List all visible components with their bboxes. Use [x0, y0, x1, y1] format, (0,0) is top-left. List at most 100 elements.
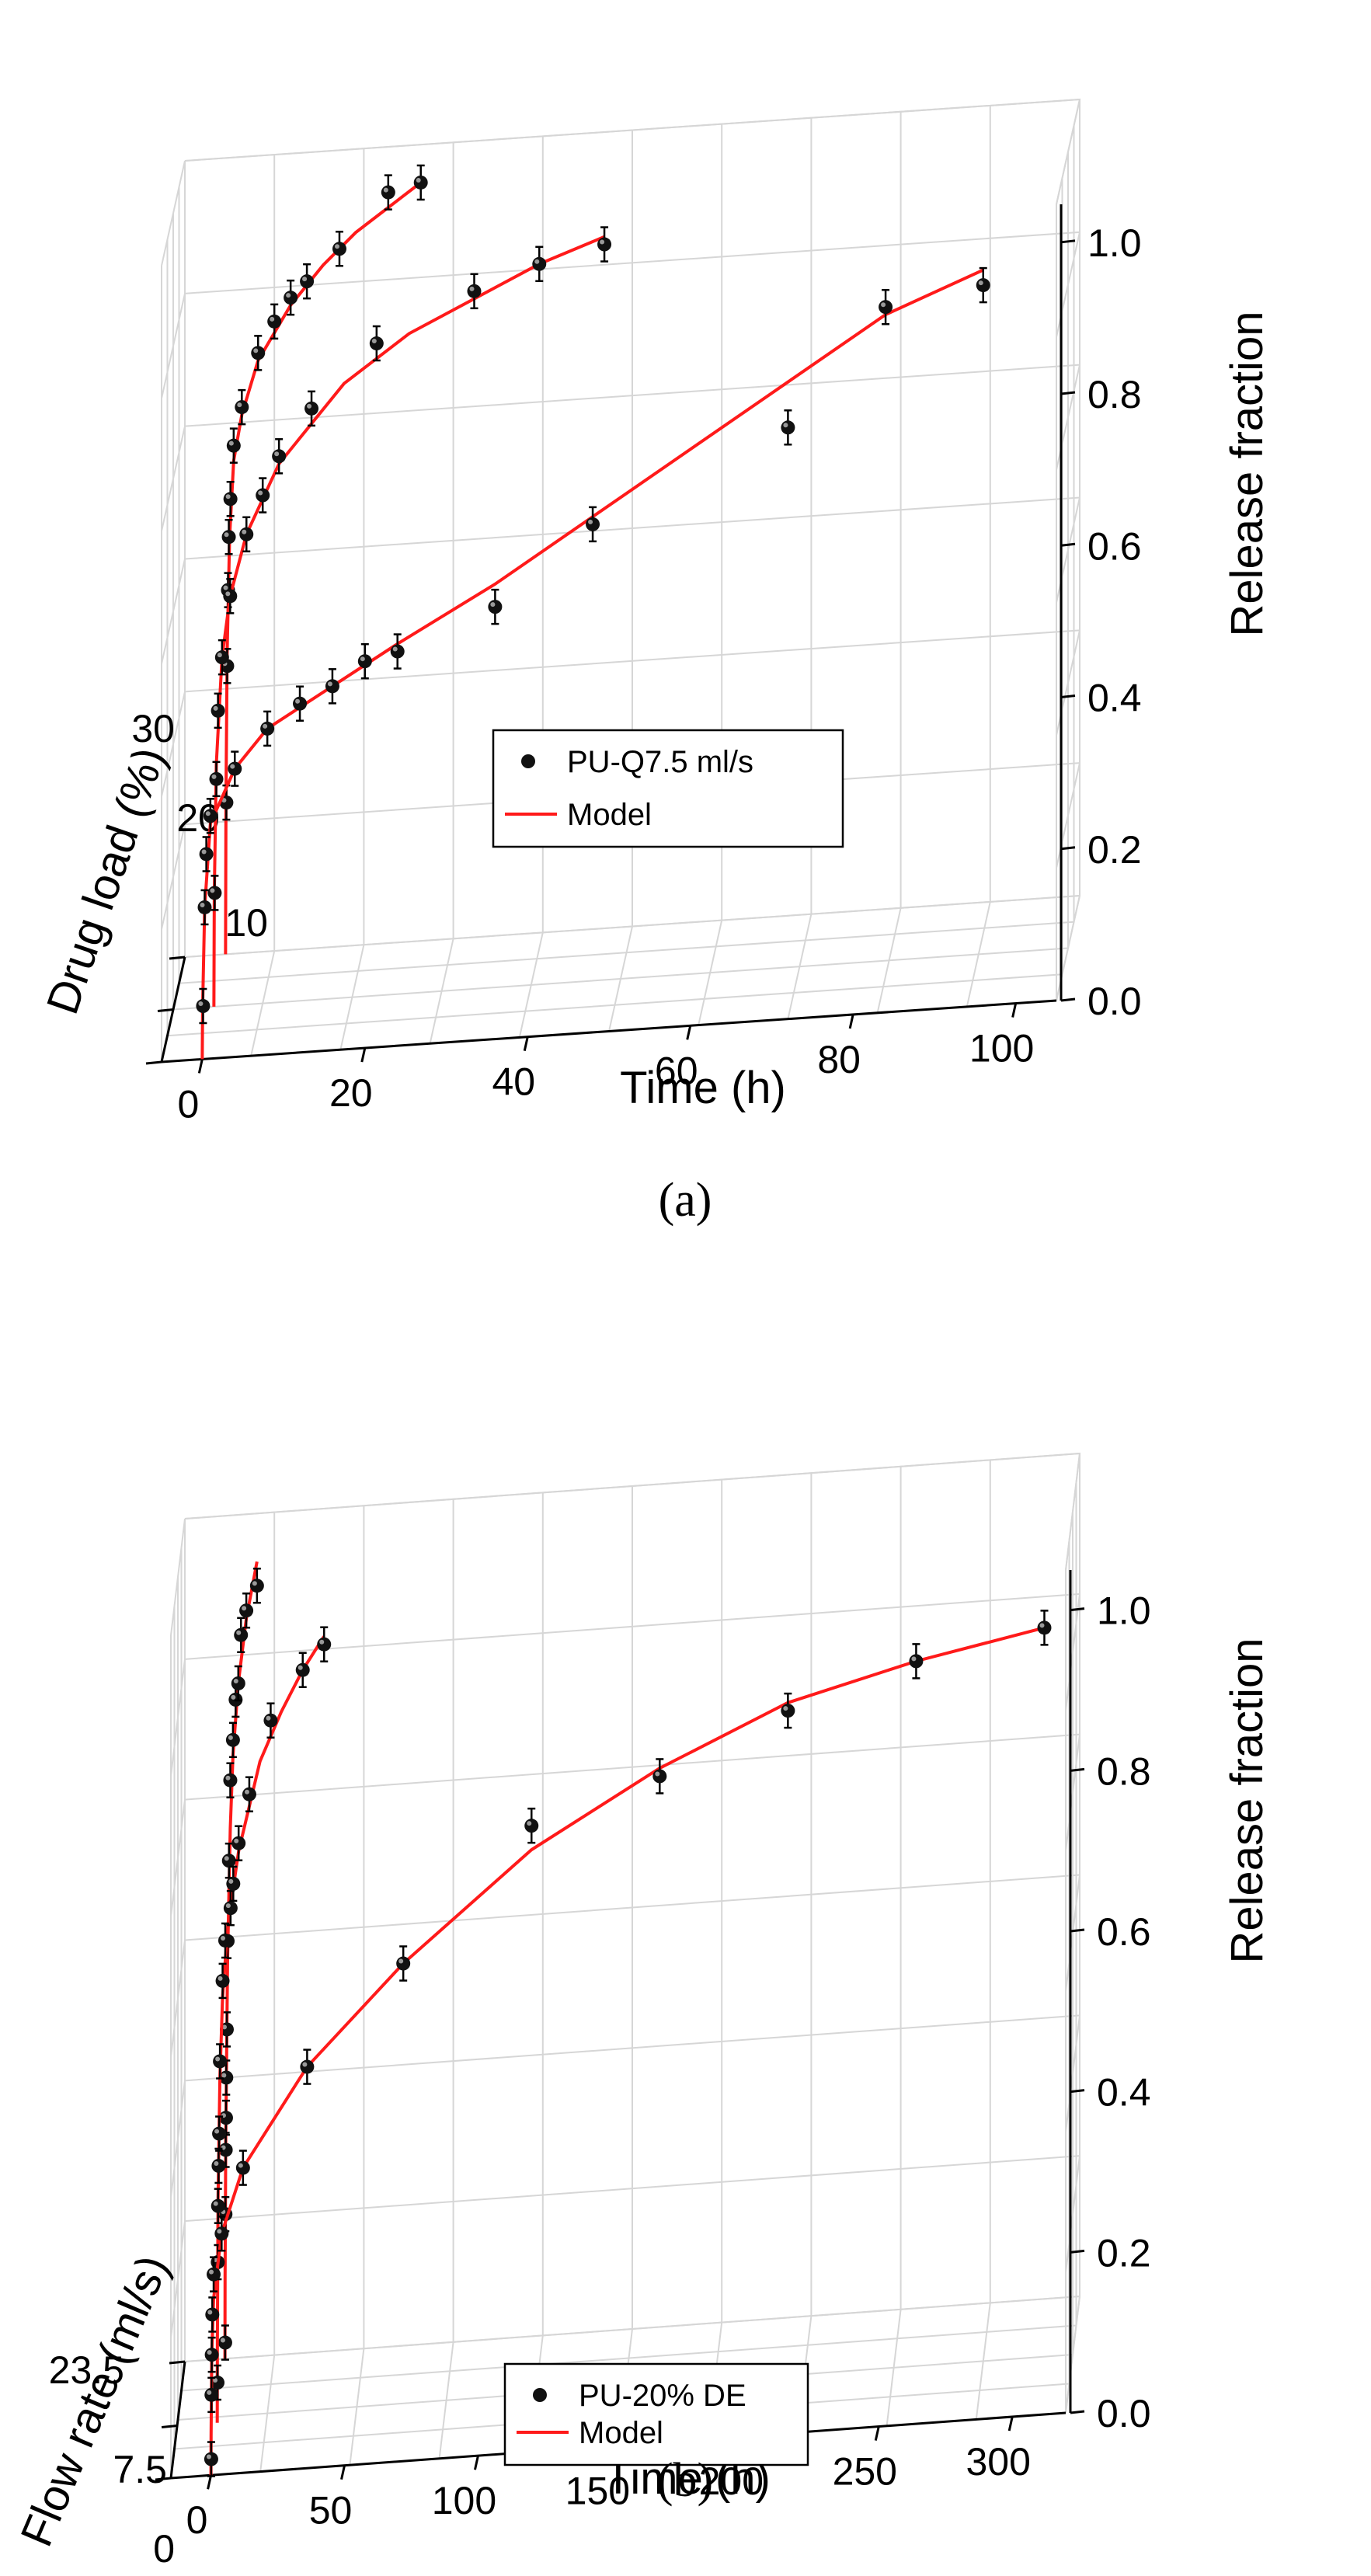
x-tick	[197, 1059, 204, 1074]
data-point-highlight	[220, 2338, 225, 2343]
data-point-10	[325, 679, 339, 694]
data-point-highlight	[225, 1903, 231, 1909]
data-point-highlight	[258, 490, 263, 496]
data-point-highlight	[392, 646, 398, 652]
data-point-highlight	[534, 259, 540, 264]
data-point-10	[357, 654, 372, 669]
data-point-0	[1037, 1620, 1052, 1635]
data-point-highlight	[469, 286, 475, 291]
floor-gridline	[181, 2324, 1077, 2392]
data-point-highlight	[221, 2024, 227, 2030]
x-tick-label: 80	[817, 1038, 861, 1081]
data-point-0	[205, 2307, 220, 2322]
z-tick	[1060, 542, 1076, 547]
model-curve-0	[209, 1626, 1045, 2476]
data-point-20	[256, 488, 270, 503]
x-tick-label: 100	[969, 1027, 1034, 1070]
z-tick-label: 0.2	[1087, 828, 1142, 872]
data-point-10	[196, 999, 211, 1014]
data-point-highlight	[911, 1656, 917, 1662]
data-point-highlight	[360, 656, 365, 662]
x-tick	[473, 2455, 479, 2470]
x-tick	[848, 1014, 854, 1029]
y-tick-label: 10	[224, 901, 268, 945]
y-tick-label: 0	[153, 2527, 175, 2571]
x-tick-label: 250	[833, 2450, 897, 2494]
x-tick-label: 20	[329, 1071, 373, 1115]
y-tick	[155, 2477, 172, 2481]
data-point-highlight	[334, 244, 339, 249]
chart-b-svg: 0 50 100 150 200 250 300 23.5 7.5 0 0.0 0.2 0.4 0.6 0.…	[11, 1452, 1272, 2571]
z-tick	[1060, 997, 1076, 1002]
data-point-30	[251, 346, 266, 360]
data-point-30	[381, 185, 395, 200]
data-point-highlight	[238, 2163, 243, 2168]
data-point-7.5	[223, 1901, 238, 1916]
data-point-highlight	[217, 2229, 222, 2234]
data-point-highlight	[206, 2454, 211, 2459]
y-tick	[161, 2425, 178, 2428]
data-point-highlight	[228, 1735, 233, 1740]
data-point-highlight	[223, 585, 228, 590]
data-point-0	[652, 1769, 667, 1784]
x-tick-label: 300	[966, 2440, 1031, 2484]
z-axis-title: Release fraction	[1222, 1638, 1272, 1963]
data-point-23.5	[218, 2111, 233, 2125]
data-point-7.5	[295, 1662, 310, 1677]
data-point-10	[203, 809, 217, 823]
z-tick-label: 0.8	[1087, 373, 1142, 416]
data-point-highlight	[231, 1694, 236, 1700]
data-point-10	[976, 278, 990, 293]
data-point-highlight	[214, 2129, 220, 2134]
y-tick-label: 30	[131, 707, 175, 750]
data-point-highlight	[416, 177, 421, 183]
data-point-20	[272, 449, 287, 464]
z-tick	[1070, 2249, 1085, 2254]
legend-box	[503, 2362, 809, 2466]
data-point-20	[532, 256, 547, 271]
data-point-7.5	[242, 1787, 256, 1801]
x-tick-label: 50	[309, 2489, 353, 2532]
data-point-20	[223, 589, 238, 604]
back-wall-gridline	[184, 1874, 1080, 1941]
data-point-30	[221, 530, 236, 545]
panel-caption: (b)	[657, 2454, 713, 2507]
data-point-20	[209, 771, 224, 786]
data-point-highlight	[302, 2062, 308, 2067]
data-point-highlight	[295, 698, 301, 704]
data-point-10	[228, 761, 242, 776]
data-point-7.5	[213, 2054, 228, 2069]
z-tick	[1070, 2410, 1085, 2414]
data-point-highlight	[210, 888, 215, 893]
data-point-7.5	[215, 1973, 230, 1988]
data-point-highlight	[198, 1001, 204, 1007]
data-point-highlight	[220, 1935, 225, 1941]
z-tick	[1070, 2089, 1085, 2094]
data-point-10	[586, 517, 600, 531]
data-point-highlight	[881, 302, 886, 308]
legend-marker	[521, 754, 535, 768]
data-point-10	[199, 847, 214, 862]
data-point-highlight	[252, 1581, 257, 1586]
data-point-highlight	[307, 403, 312, 409]
model-curve-30	[224, 181, 422, 955]
z-tick-label: 1.0	[1087, 221, 1142, 265]
y-axis-title: Flow rate (ml/s)	[11, 2248, 179, 2553]
data-point-highlight	[237, 402, 242, 408]
legend-marker	[533, 2388, 547, 2402]
data-point-highlight	[201, 849, 207, 855]
data-point-10	[781, 420, 795, 435]
legend-marker-label: PU-Q7.5 ml/s	[567, 745, 753, 779]
legend-line-label: Model	[567, 798, 652, 832]
data-point-23.5	[223, 1773, 238, 1788]
chart-panel-a: 0 20 40 60 80 100 30 20 10 0.0 0.2 0.4 0.6 0.8 1.0 Time…	[37, 98, 1272, 1227]
data-point-highlight	[205, 811, 211, 816]
box-top-edge	[184, 98, 1081, 205]
data-point-highlight	[253, 348, 259, 353]
data-point-highlight	[217, 653, 222, 658]
x-tick	[1007, 2416, 1014, 2432]
floor-gridline	[184, 895, 1080, 958]
z-tick-label: 0.6	[1097, 1910, 1151, 1954]
data-point-20	[304, 401, 319, 416]
y-tick	[169, 2360, 186, 2365]
